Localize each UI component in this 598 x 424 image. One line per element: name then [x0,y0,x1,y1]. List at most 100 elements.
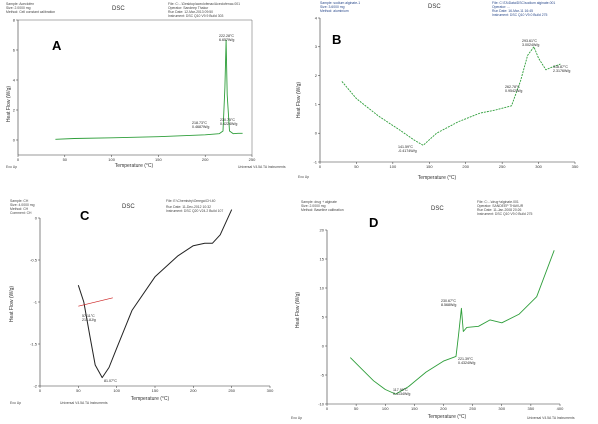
y-tick-label: -10 [318,401,325,406]
plot-area-a: 0 50 100 150 200 250 0 2 4 6 8 [13,17,256,162]
x-axis-label: Temperature (°C) [418,175,457,181]
x-axis-label: Temperature (°C) [428,414,467,420]
y-tick-label: 0 [322,343,325,348]
y-tick-label: 8 [13,17,16,22]
annotation-peak-val: 6.657W/g [219,38,234,42]
y-tick-label: -5 [320,372,324,377]
y-tick-label: 0 [35,215,38,220]
annotation-end-temp: 318.87°C [553,65,568,69]
annotation-onset-temp: 57.11°C [82,314,95,318]
plot-area-c: 0 50 100 150 200 250 300 -2 -1.5 -1 -0.5 0 [30,209,274,393]
instrument-title: DSC [122,204,135,210]
x-tick-label: 200 [462,164,469,169]
x-tick-label: 250 [228,388,235,393]
x-tick-label: 200 [190,388,197,393]
exo-up-label: Exo Up [291,416,302,420]
annotation-onset-val: 214.8J/g [82,318,96,322]
annotation-peak-temp: 230.67°C [441,299,456,303]
dsc-chart-a: Sample: Aceclofen Size: 2.0000 mg Method… [6,2,286,169]
onset-tangent-line [78,297,113,307]
header-right-line-3: Run Date: 12-Mar-2013 09:50 [168,10,213,14]
plot-area-d: 0 50 100 150 200 250 300 350 400 -10 -5 0 5 10 15 20 [318,227,564,411]
x-tick-label: 100 [382,406,389,411]
header-left-line-2: Size: 3.6000 mg [320,5,345,9]
x-tick-label: 200 [440,406,447,411]
header-left-line-3: Method: Baseline calibration [301,208,344,212]
software-label: Universal V4.5A TA Instruments [238,165,286,169]
instrument-title: DSC [431,206,444,212]
x-tick-label: 350 [528,406,535,411]
instrument-title: DSC [112,6,125,12]
x-tick-label: 150 [155,157,162,162]
annotation-peak-temp: 293.61°C [522,39,537,43]
y-tick-label: -1 [313,159,317,164]
y-tick-label: 10 [320,285,325,290]
x-tick-label: 150 [426,164,433,169]
y-axis-label: Heat Flow (W/g) [6,86,12,122]
y-axis-label: Heat Flow (W/g) [296,82,302,118]
dsc-chart-d: Sample: drug + alginate Size: 2.0000 mg … [291,200,575,420]
x-tick-label: 250 [469,406,476,411]
x-tick-label: 50 [354,406,359,411]
header-left-line-3: Method: CH [10,207,29,211]
dsc-panel-c: Sample: CH Size: 4.0000 mg Method: CH Co… [0,196,283,410]
header-left-line-1: Sample: CH [10,199,29,203]
header-right-line-4: Instrument: DSC Q10 V9.0 Build 275 [492,13,548,17]
panel-letter-d: D [369,215,378,230]
software-label: Universal V4.5A TA Instruments [527,416,575,420]
annotation-min-val: 0.4134W/g [393,392,410,396]
annotation-mid-val: 0.9542W/g [505,89,522,93]
x-tick-label: 50 [76,388,81,393]
y-tick-label: -2 [33,383,37,388]
header-left-line-1: Sample: drug + alginate [301,200,337,204]
y-axis-label: Heat Flow (W/g) [9,286,15,322]
header-left-line-2: Size: 4.0000 mg [10,203,35,207]
x-tick-label: 0 [319,164,322,169]
exo-up-label: Exo Up [298,175,309,179]
dsc-chart-c: Sample: CH Size: 4.0000 mg Method: CH Co… [9,199,274,405]
annotation-onset-temp: 218.73°C [192,121,207,125]
header-right-line-1: File: C:\TA\Data\DSC\sodium alginate.001 [492,1,555,5]
y-tick-label: 4 [315,15,318,20]
annotation-onset-temp: 221.39°C [458,357,473,361]
x-tick-label: 150 [411,406,418,411]
header-left-line-1: Sample: Aceclofen [6,2,34,6]
dsc-panel-d: Sample: drug + alginate Size: 2.0000 mg … [287,198,598,422]
y-tick-label: 3 [315,44,318,49]
instrument-title: DSC [428,4,441,10]
header-right-line-2: Run Date: 11-Dec-2012 10:32 [166,205,211,209]
x-tick-label: 300 [267,388,274,393]
header-left-line-1: Sample: sodium alginate-1 [320,1,360,5]
header-right-line-3: Run Date: 16-Mar-11 16:45 [492,9,533,13]
y-tick-label: 5 [322,314,325,319]
x-tick-label: 0 [39,388,42,393]
x-tick-label: 150 [152,388,159,393]
panel-letter-b: B [332,32,341,47]
dsc-chart-b: Sample: sodium alginate-1 Size: 3.6000 m… [296,1,579,181]
annotation-min-temp: 117.99°C [393,388,408,392]
x-tick-label: 400 [557,406,564,411]
dsc-panel-a: Sample: Aceclofen Size: 2.0000 mg Method… [0,0,298,172]
x-tick-label: 0 [326,406,329,411]
header-right-line-4: Instrument: DSC Q10 V9.9 Build 303 [168,14,224,18]
y-tick-label: -1.5 [30,341,38,346]
annotation-end-val: 2.3176W/g [553,69,570,73]
y-tick-label: 2 [13,107,16,112]
exo-up-label: Exo Up [10,401,21,405]
y-tick-label: 1 [315,102,318,107]
y-tick-label: 6 [13,47,16,52]
header-right-line-2: Operator: Sandeep Thakur [168,6,209,10]
header-left-line-3: Method: aluminium [320,9,349,13]
x-tick-label: 250 [499,164,506,169]
panel-letter-a: A [52,38,62,53]
exo-up-label: Exo Up [6,165,17,169]
x-axis-label: Temperature (°C) [115,163,154,169]
header-right-line-4: Instrument: DSC Q10 V9.0 Build 275 [477,212,533,216]
y-tick-label: -0.5 [30,257,38,262]
x-tick-label: 200 [202,157,209,162]
x-tick-label: 100 [390,164,397,169]
y-tick-label: 0 [13,137,16,142]
header-right-line-3: Run Date: 11-Jan-2008 20:26 [477,208,522,212]
annotation-min-temp: 141.59°C [398,145,413,149]
